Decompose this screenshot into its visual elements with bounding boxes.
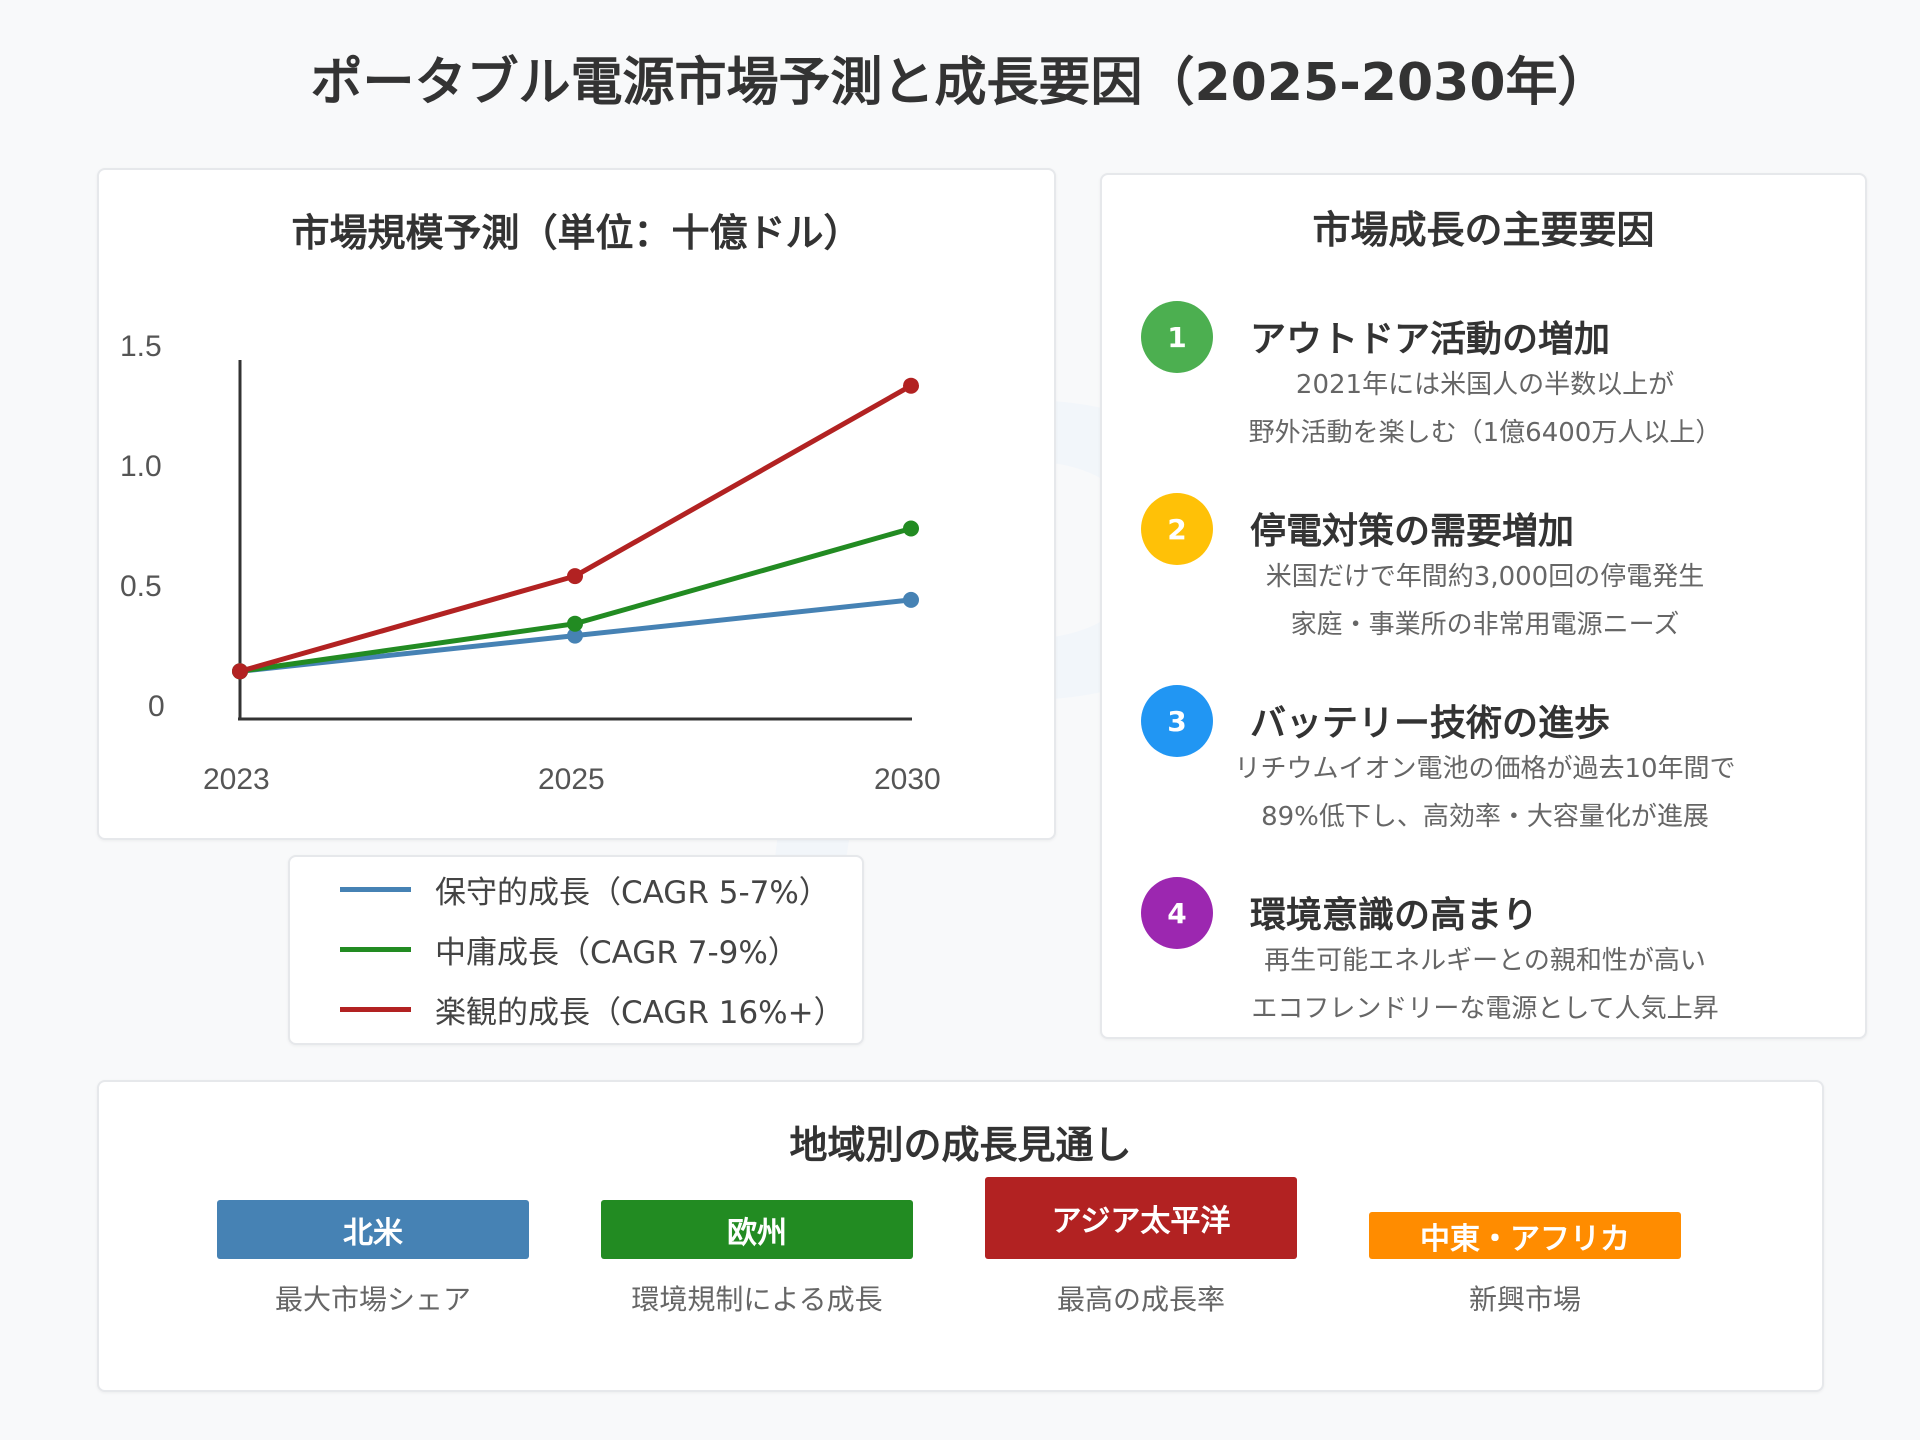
factor-desc-2: 家庭・事業所の非常用電源ニーズ bbox=[1290, 610, 1680, 640]
legend-swatch bbox=[340, 1006, 411, 1012]
legend-item: 楽観的成長（CAGR 16%+） bbox=[340, 989, 845, 1031]
legend-swatch bbox=[340, 946, 411, 952]
region-caption: 新興市場 bbox=[1468, 1283, 1581, 1316]
y-tick: 1.5 bbox=[120, 330, 162, 363]
factors-title: 市場成長の主要要因 bbox=[1312, 208, 1655, 252]
legend-label: 保守的成長（CAGR 5-7%） bbox=[435, 874, 830, 911]
factor-desc-1: リチウムイオン電池の価格が過去10年間で bbox=[1234, 754, 1736, 784]
factor-title: バッテリー技術の進歩 bbox=[1250, 703, 1611, 744]
data-point bbox=[232, 663, 248, 680]
region-caption: 最高の成長率 bbox=[1056, 1283, 1225, 1316]
factor-title: アウトドア活動の増加 bbox=[1250, 319, 1611, 360]
legend-label: 中庸成長（CAGR 7-9%） bbox=[435, 934, 799, 971]
data-point bbox=[567, 568, 583, 585]
number-badge: 3 bbox=[1141, 685, 1213, 757]
page-title: ポータブル電源市場予測と成長要因（2025-2030年） bbox=[310, 53, 1610, 113]
y-tick: 1.0 bbox=[120, 450, 162, 483]
x-tick: 2030 bbox=[874, 763, 941, 796]
factors-panel: 市場成長の主要要因 1 アウトドア活動の増加 2021年には米国人の半数以上が … bbox=[1100, 173, 1867, 1039]
y-tick: 0 bbox=[148, 690, 165, 723]
data-point bbox=[903, 520, 919, 537]
chart-title: 市場規模予測（単位：十億ドル） bbox=[291, 211, 862, 255]
region-caption: 最大市場シェア bbox=[274, 1283, 471, 1316]
legend-swatch bbox=[340, 886, 411, 892]
factor-desc-1: 米国だけで年間約3,000回の停電発生 bbox=[1265, 562, 1705, 592]
regions-title: 地域別の成長見通し bbox=[789, 1123, 1132, 1167]
region-badge-asia-pacific: アジア太平洋 bbox=[985, 1177, 1297, 1259]
data-point bbox=[567, 627, 583, 644]
factor-desc-1: 2021年には米国人の半数以上が bbox=[1295, 370, 1675, 400]
chart-legend: 保守的成長（CAGR 5-7%） 中庸成長（CAGR 7-9%） 楽観的成長（C… bbox=[288, 855, 864, 1045]
factor-desc-1: 再生可能エネルギーとの親和性が高い bbox=[1264, 946, 1706, 976]
region-badge-europe: 欧州 bbox=[601, 1200, 913, 1259]
region-badge-middle-east-africa: 中東・アフリカ bbox=[1369, 1212, 1681, 1259]
number-badge: 4 bbox=[1141, 877, 1213, 949]
y-tick: 0.5 bbox=[120, 570, 162, 603]
factor-desc-2: エコフレンドリーな電源として人気上昇 bbox=[1251, 994, 1719, 1024]
line-chart bbox=[232, 360, 919, 721]
data-point bbox=[903, 377, 919, 394]
factor-title: 停電対策の需要増加 bbox=[1250, 511, 1575, 552]
series-line bbox=[239, 526, 912, 674]
legend-item: 中庸成長（CAGR 7-9%） bbox=[340, 929, 799, 971]
factor-desc-2: 野外活動を楽しむ（1億6400万人以上） bbox=[1248, 418, 1722, 448]
region-caption: 環境規制による成長 bbox=[631, 1283, 883, 1316]
legend-label: 楽観的成長（CAGR 16%+） bbox=[435, 994, 845, 1031]
data-point bbox=[567, 615, 583, 632]
number-badge: 1 bbox=[1141, 301, 1213, 373]
regions-panel: 地域別の成長見通し 北米 最大市場シェア 欧州 環境規制による成長 アジア太平洋… bbox=[97, 1080, 1824, 1392]
region-badge-north-america: 北米 bbox=[217, 1200, 529, 1259]
chart-panel: 市場規模予測（単位：十億ドル） bbox=[97, 168, 1056, 840]
x-tick: 2025 bbox=[538, 763, 605, 796]
data-point bbox=[903, 591, 919, 608]
number-badge: 2 bbox=[1141, 493, 1213, 565]
factor-title: 環境意識の高まり bbox=[1250, 895, 1539, 936]
legend-item: 保守的成長（CAGR 5-7%） bbox=[340, 869, 830, 911]
factor-desc-2: 89%低下し、高効率・大容量化が進展 bbox=[1261, 802, 1709, 832]
x-tick: 2023 bbox=[203, 763, 270, 796]
